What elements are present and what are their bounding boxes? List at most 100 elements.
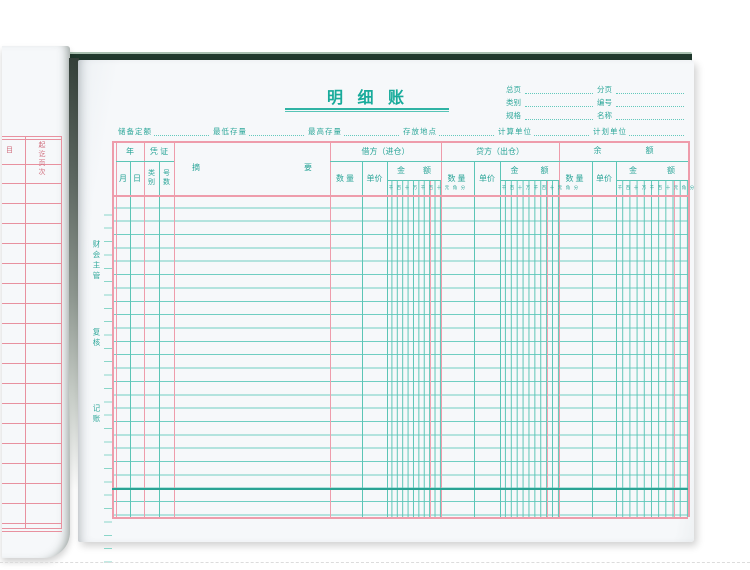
grid-hline xyxy=(112,141,688,143)
underlying-page-edge-lines xyxy=(104,202,112,568)
grid-vline xyxy=(500,161,501,517)
grid-vline xyxy=(112,141,114,517)
digit-label: 十 xyxy=(404,185,410,190)
left-page-range-header: 起讫页次 xyxy=(38,142,48,176)
grid-line xyxy=(2,136,62,137)
grid-vline xyxy=(116,141,117,517)
info-label-plan-unit: 计划单位 xyxy=(593,127,627,136)
info-field: 最高存量 xyxy=(308,126,403,137)
info-label-max-stock: 最高存量 xyxy=(308,127,342,136)
field-label-category: 类别 xyxy=(506,98,521,107)
debit-digit-labels: 千百十万千百十元角分 xyxy=(387,180,465,195)
digit-label: 十 xyxy=(633,185,639,190)
fill-line xyxy=(629,128,684,136)
grid-vline xyxy=(441,141,442,517)
grid-vline xyxy=(688,141,690,517)
summary-label: 摘要 xyxy=(192,163,312,172)
digit-label: 分 xyxy=(573,185,579,190)
grid-vline xyxy=(330,141,331,517)
voucher-type-label: 类别 xyxy=(148,170,155,186)
digit-label: 角 xyxy=(452,185,458,190)
info-field: 计算单位 xyxy=(498,126,593,137)
amount-digit-columns-debit xyxy=(387,180,441,517)
col-header-credit: 贷方（出仓） xyxy=(476,146,524,156)
fill-line xyxy=(534,128,589,136)
header-field-row: 规格 名称 xyxy=(506,108,688,121)
digit-label: 十 xyxy=(549,185,555,190)
fill-line xyxy=(525,86,593,94)
balance-unit-price-header: 单价 xyxy=(596,173,612,183)
grid-line xyxy=(2,139,62,140)
info-label-min-stock: 最低存量 xyxy=(213,127,247,136)
digit-label: 千 xyxy=(649,185,655,190)
col-header-balance: 余额 xyxy=(559,141,688,161)
book-gutter-shadow xyxy=(69,58,79,490)
grid-vline xyxy=(559,141,560,517)
left-page-rows xyxy=(2,164,62,528)
balance-label: 余额 xyxy=(593,146,654,155)
header-field-row: 总页 分页 xyxy=(506,82,688,95)
fill-line xyxy=(616,86,684,94)
margin-label-bookkeeper: 记账 xyxy=(92,404,101,425)
digit-label: 分 xyxy=(460,185,466,190)
col-header-debit: 借方（进仓） xyxy=(361,146,410,156)
grid-vline xyxy=(474,161,475,517)
field-label-total-page: 总页 xyxy=(506,85,521,94)
field-label-number: 编号 xyxy=(597,98,612,107)
fill-line xyxy=(439,128,494,136)
grid-hline xyxy=(330,161,688,162)
grid-vline xyxy=(592,161,593,517)
credit-amount-header: 金额 xyxy=(500,161,559,180)
col-header-voucher: 凭 证 xyxy=(149,146,169,156)
header-fields: 总页 分页 类别 编号 规格 名称 xyxy=(506,82,688,121)
margin-label-reviewer: 复核 xyxy=(92,328,101,349)
digit-label: 分 xyxy=(689,185,695,190)
grid-hline xyxy=(112,517,688,519)
grid-vline xyxy=(362,161,363,517)
fill-line xyxy=(344,128,399,136)
grid-vline xyxy=(144,141,145,517)
grid-vline xyxy=(547,180,548,517)
fill-line xyxy=(154,128,209,136)
col-header-summary: 摘要 xyxy=(174,141,330,195)
fill-line xyxy=(525,99,593,107)
digit-label: 元 xyxy=(557,185,563,190)
field-label-spec: 规格 xyxy=(506,111,521,120)
debit-amount-header: 金额 xyxy=(387,161,441,180)
credit-unit-price-header: 单价 xyxy=(479,173,495,183)
page-title: 明 细 账 xyxy=(327,90,409,107)
digit-label: 角 xyxy=(565,185,571,190)
info-field: 最低存量 xyxy=(213,126,308,137)
digit-label: 十 xyxy=(517,185,523,190)
field-label-name: 名称 xyxy=(597,111,612,120)
digit-label: 十 xyxy=(436,185,442,190)
grid-hline xyxy=(616,180,688,181)
digit-label: 元 xyxy=(444,185,450,190)
digit-label: 百 xyxy=(428,185,434,190)
info-field: 存放地点 xyxy=(403,126,498,137)
grid-vline xyxy=(159,161,160,517)
debit-unit-price-header: 单价 xyxy=(366,173,383,183)
col-header-voucher-no: 号数 xyxy=(159,161,174,195)
info-label-storage-location: 存放地点 xyxy=(403,127,437,136)
voucher-no-label: 号数 xyxy=(163,170,170,186)
grid-vline xyxy=(174,141,175,517)
grid-hline xyxy=(500,180,559,181)
digit-label: 百 xyxy=(396,185,402,190)
title-underline xyxy=(285,108,449,112)
ledger-page: 明 细 账 总页 分页 类别 编号 规格 名称 储备定额 最低存量 最高存量 存… xyxy=(78,60,695,568)
digit-label: 万 xyxy=(641,185,647,190)
info-label-calc-unit: 计算单位 xyxy=(498,127,532,136)
col-header-day: 日 xyxy=(133,173,141,183)
col-header-year: 年 xyxy=(126,146,134,156)
digit-label: 百 xyxy=(625,185,631,190)
fill-line xyxy=(525,112,593,120)
digit-label: 千 xyxy=(533,185,539,190)
amount-digit-columns-credit xyxy=(500,180,559,517)
amount-label: 金额 xyxy=(629,165,675,175)
photo-bottom-dashed-border xyxy=(0,562,750,563)
grid-line xyxy=(2,531,62,532)
info-label-reserve-quota: 储备定额 xyxy=(118,127,152,136)
digit-label: 万 xyxy=(525,185,531,190)
